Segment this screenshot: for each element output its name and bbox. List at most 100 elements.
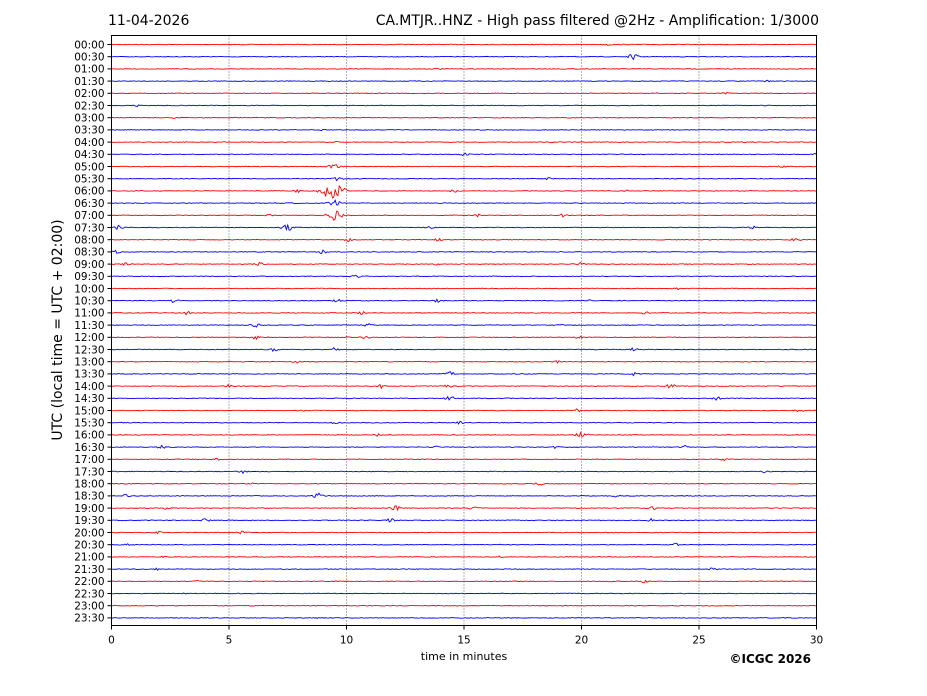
y-tick-label: 03:30 — [74, 125, 104, 137]
x-axis-label: time in minutes — [421, 650, 508, 663]
y-tick-label: 12:00 — [74, 332, 104, 344]
y-tick-label: 11:30 — [74, 320, 104, 332]
trace-row — [111, 408, 817, 413]
x-tick-label: 15 — [457, 635, 470, 647]
trace-row — [111, 199, 817, 206]
trace-row — [111, 164, 817, 170]
trace-row — [111, 335, 817, 341]
trace-row — [111, 567, 817, 572]
trace-row — [111, 492, 817, 498]
y-tick-label: 02:30 — [74, 100, 104, 112]
trace-row — [111, 54, 817, 61]
y-tick-label: 13:00 — [74, 357, 104, 369]
trace-row — [111, 128, 817, 132]
y-tick-label: 09:30 — [74, 271, 104, 283]
x-tick-labels: 0 5 10 15 20 25 30 — [108, 625, 823, 647]
y-tick-label: 20:00 — [74, 527, 104, 539]
y-tick-label: 01:00 — [74, 64, 104, 76]
trace-row — [111, 444, 817, 450]
trace-row — [111, 152, 817, 157]
trace-row — [111, 457, 817, 462]
trace-row — [111, 604, 817, 607]
y-tick-label: 21:30 — [74, 564, 104, 576]
trace-row — [111, 530, 817, 535]
trace-row — [111, 431, 817, 438]
y-tick-label: 22:30 — [74, 588, 104, 600]
y-tick-label: 16:00 — [74, 430, 104, 442]
x-tick-label: 25 — [692, 635, 705, 647]
y-tick-label: 00:30 — [74, 52, 104, 64]
y-tick-labels: 00:0000:3001:0001:3002:0002:3003:0003:30… — [74, 39, 112, 625]
y-tick-label: 03:00 — [74, 113, 104, 125]
trace-row — [111, 210, 817, 222]
trace-row — [111, 184, 817, 199]
y-tick-label: 14:30 — [74, 393, 104, 405]
y-tick-label: 19:30 — [74, 515, 104, 527]
y-tick-label: 08:30 — [74, 247, 104, 259]
grid-lines — [228, 35, 700, 626]
trace-row — [111, 116, 817, 119]
y-tick-label: 02:00 — [74, 88, 104, 100]
trace-row — [111, 141, 817, 143]
y-tick-label: 21:00 — [74, 552, 104, 564]
y-tick-label: 07:30 — [74, 222, 104, 234]
trace-row — [111, 420, 817, 425]
y-tick-label: 18:00 — [74, 479, 104, 491]
x-tick-label: 30 — [810, 635, 823, 647]
y-tick-label: 23:30 — [74, 613, 104, 625]
x-tick-label: 5 — [226, 635, 233, 647]
trace-row — [111, 104, 817, 107]
trace-row — [111, 383, 817, 390]
trace-row — [111, 323, 817, 328]
trace-row — [111, 360, 817, 364]
trace-row — [111, 470, 817, 475]
y-tick-label: 17:00 — [74, 454, 104, 466]
x-tick-label: 20 — [575, 635, 588, 647]
x-tick-label: 0 — [108, 635, 115, 647]
y-tick-label: 04:30 — [74, 149, 104, 161]
y-tick-label: 06:30 — [74, 198, 104, 210]
trace-row — [111, 298, 817, 304]
trace-row — [111, 346, 817, 353]
seismic-traces — [111, 43, 817, 619]
y-tick-label: 01:30 — [74, 76, 104, 88]
trace-row — [111, 517, 817, 523]
y-tick-label: 20:30 — [74, 540, 104, 552]
y-tick-label: 22:00 — [74, 576, 104, 588]
y-tick-label: 04:00 — [74, 137, 104, 149]
trace-row — [111, 505, 817, 512]
trace-row — [111, 482, 817, 486]
trace-row — [111, 287, 817, 291]
trace-row — [111, 43, 817, 46]
y-tick-label: 06:00 — [74, 186, 104, 198]
y-tick-label: 15:30 — [74, 418, 104, 430]
trace-row — [111, 67, 817, 70]
y-tick-label: 16:30 — [74, 442, 104, 454]
y-tick-label: 15:00 — [74, 405, 104, 417]
y-tick-label: 05:00 — [74, 161, 104, 173]
y-tick-label: 14:00 — [74, 381, 104, 393]
y-tick-label: 10:30 — [74, 296, 104, 308]
y-tick-label: 12:30 — [74, 344, 104, 356]
trace-row — [111, 274, 817, 278]
y-axis-label: UTC (local time = UTC + 02:00) — [50, 219, 66, 440]
y-tick-label: 13:30 — [74, 369, 104, 381]
trace-row — [111, 79, 817, 83]
trace-row — [111, 555, 817, 558]
trace-row — [111, 310, 817, 316]
trace-row — [111, 261, 817, 267]
trace-row — [111, 91, 817, 95]
chart-date: 11-04-2026 — [108, 13, 189, 29]
trace-row — [111, 617, 817, 619]
trace-row — [111, 249, 817, 254]
chart-title: CA.MTJR..HNZ - High pass filtered @2Hz -… — [376, 13, 819, 29]
trace-row — [111, 223, 817, 232]
y-tick-label: 00:00 — [74, 39, 104, 51]
trace-row — [111, 237, 817, 243]
trace-row — [111, 371, 817, 377]
y-tick-label: 09:00 — [74, 259, 104, 271]
trace-row — [111, 177, 817, 182]
y-tick-label: 17:30 — [74, 466, 104, 478]
trace-row — [111, 592, 817, 595]
